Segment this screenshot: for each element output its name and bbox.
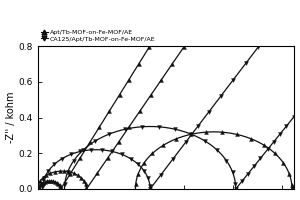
Y-axis label: -Z'' / kohm: -Z'' / kohm [6,92,16,143]
Legend: Apt/Tb-MOF-on-Fe-MOF/AE, CA125/Apt/Tb-MOF-on-Fe-MOF/AE: Apt/Tb-MOF-on-Fe-MOF/AE, CA125/Apt/Tb-MO… [41,30,156,42]
